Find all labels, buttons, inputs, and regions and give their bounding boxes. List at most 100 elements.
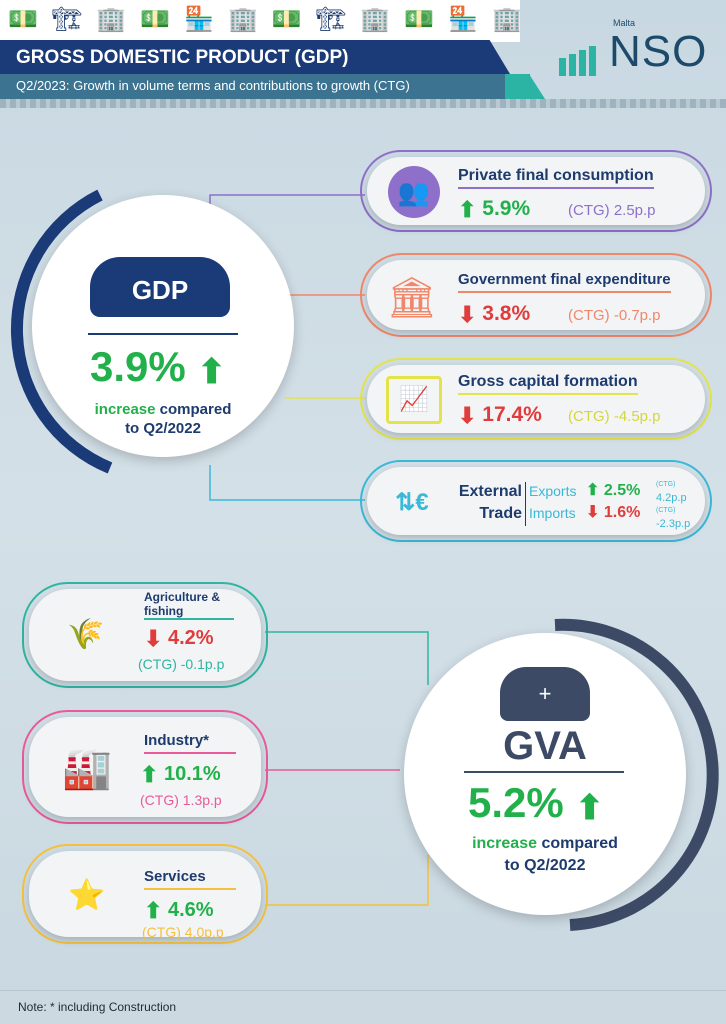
service-hand-stars-icon: ⭐ [68, 879, 106, 912]
presentation-chart-icon: 📈 [386, 376, 442, 424]
sector-value: 4.2% [168, 627, 214, 649]
component-value: 5.9% [482, 197, 531, 220]
people-icon: 👥 [388, 166, 440, 218]
component-ctg: (CTG) -0.7p.p [568, 307, 661, 324]
gva-label: GVA [503, 724, 587, 768]
title-banner: GROSS DOMESTIC PRODUCT (GDP) [0, 40, 510, 74]
gva-desc-rest: compared [541, 835, 618, 852]
component-title: Government final expenditure [458, 271, 671, 293]
private-consumption-card: 👥 Private final consumption ⬆ 5.9% (CTG)… [360, 150, 712, 232]
exports-value-row: ⬆ 2.5% [586, 481, 640, 500]
bar-chart-logo-icon [559, 46, 596, 76]
sector-title: Services [144, 868, 236, 890]
down-arrow-icon: ⬇ [586, 504, 600, 521]
crane-icon: 🏗 [51, 6, 83, 33]
imports-ctg: (CTG) -2.3p.p [656, 502, 690, 530]
government-expenditure-card: 🏛 Government final expenditure ⬇ 3.8% (C… [360, 253, 712, 337]
shop-icon: 🏪 [184, 6, 215, 33]
component-value-row: ⬇ 3.8% [458, 301, 530, 327]
sector-value-row: ⬆ 4.6% [144, 898, 214, 923]
logo-nso: NSO [609, 27, 708, 76]
gdp-desc-line2: to Q2/2022 [125, 420, 201, 437]
up-arrow-icon: ⬆ [140, 762, 159, 787]
component-value: 17.4% [482, 403, 542, 426]
sector-value-row: ⬆ 10.1% [140, 762, 221, 787]
external-trade-card: ⇅€ External Trade Exports ⬆ 2.5% (CTG) 4.2… [360, 460, 712, 542]
gdp-value: 3.9% [90, 343, 186, 390]
services-card: ⭐ Services ⬆ 4.6% (CTG) 4.0p.p [22, 844, 268, 944]
sector-value-row: ⬇ 4.2% [144, 626, 214, 651]
footer: Note: * including Construction [0, 990, 726, 1024]
ctg-label: (CTG) [656, 481, 676, 488]
connector-agriculture [265, 631, 429, 685]
component-title: Gross capital formation [458, 372, 638, 395]
up-arrow-icon: ⬆ [197, 353, 226, 391]
trade-title-2: Trade [479, 505, 522, 522]
gross-capital-formation-card: 📈 Gross capital formation ⬇ 17.4% (CTG) … [360, 358, 712, 440]
gdp-desc-rest: compared [159, 401, 232, 418]
gva-value-row: 5.2% ⬆ [468, 779, 604, 832]
ctg-value: -2.3p.p [656, 518, 691, 530]
down-arrow-icon: ⬇ [458, 302, 477, 327]
building-icon: 🏢 [96, 6, 127, 33]
imports-value-row: ⬇ 1.6% [586, 503, 640, 522]
factory-icon: 🏭 [62, 747, 112, 791]
sector-ctg: (CTG) 1.3p.p [140, 792, 222, 808]
shop-icon: 🏪 [448, 6, 478, 33]
nso-logo: Malta NSO [555, 18, 715, 80]
sector-ctg: (CTG) 4.0p.p [142, 924, 224, 940]
imports-value: 1.6% [603, 504, 641, 521]
component-ctg: (CTG) -4.5p.p [568, 408, 661, 425]
gdp-desc: increase compared to Q2/2022 [32, 400, 294, 438]
building-icon: 🏢 [491, 6, 522, 33]
sector-title: Agriculture & fishing [144, 590, 234, 620]
up-arrow-icon: ⬆ [575, 789, 604, 827]
gdp-desc-em: increase [94, 401, 156, 418]
sector-value: 10.1% [164, 763, 221, 785]
gva-arc [554, 618, 719, 931]
component-value-row: ⬆ 5.9% [458, 196, 530, 222]
header-icons: 💵 🏗 🏢 💵 🏪 🏢 💵 🏗 🏢 💵 🏪 🏢 [8, 6, 522, 34]
building-icon: 🏢 [228, 6, 258, 33]
exports-ctg: (CTG) 4.2p.p [656, 476, 687, 504]
imports-label: Imports [529, 505, 576, 521]
gva-divider [464, 771, 624, 773]
money-icon: 💵 [404, 6, 435, 33]
up-arrow-icon: ⬆ [144, 898, 163, 923]
component-ctg: (CTG) 2.5p.p [568, 202, 656, 219]
money-icon: 💵 [140, 6, 171, 33]
gdp-piggybank-icon: GDP [90, 257, 230, 317]
ctg-value: 4.2p.p [656, 492, 687, 504]
component-value-row: ⬇ 17.4% [458, 402, 542, 428]
gva-desc-em: increase [472, 835, 537, 852]
page-subtitle: Q2/2023: Growth in volume terms and cont… [16, 78, 410, 93]
government-building-icon: 🏛 [386, 276, 438, 320]
industry-card: 🏭 Industry* ⬆ 10.1% (CTG) 1.3p.p [22, 710, 268, 824]
gva-circle: + GVA 5.2% ⬆ increase compared to Q2/2022 [404, 633, 686, 915]
down-arrow-icon: ⬇ [458, 403, 477, 428]
crane-icon: 🏗 [315, 6, 347, 33]
component-value: 3.8% [482, 302, 531, 325]
component-title: Private final consumption [458, 166, 654, 189]
sector-value: 4.6% [168, 899, 214, 921]
sector-title: Industry* [144, 732, 236, 754]
trade-title-1: External [458, 483, 522, 500]
gdp-divider [88, 333, 238, 335]
gdp-circle: GDP 3.9% ⬆ increase compared to Q2/2022 [32, 195, 294, 457]
gva-value: 5.2% [468, 779, 564, 826]
connector-services [265, 855, 429, 906]
header-icon-strip [0, 0, 520, 42]
money-icon: 💵 [271, 6, 302, 33]
building-icon: 🏢 [360, 6, 391, 33]
exports-value: 2.5% [603, 482, 641, 499]
footer-note: Note: * including Construction [18, 1000, 177, 1014]
connector-trade [209, 465, 365, 501]
ctg-label: (CTG) [656, 507, 676, 514]
gva-desc-line2: to Q2/2022 [504, 857, 586, 874]
gva-desc: increase compared to Q2/2022 [404, 833, 686, 877]
money-icon: 💵 [8, 6, 38, 33]
divider-stripe [0, 99, 726, 108]
gdp-arc [11, 189, 113, 474]
trade-title: External Trade [446, 481, 522, 525]
